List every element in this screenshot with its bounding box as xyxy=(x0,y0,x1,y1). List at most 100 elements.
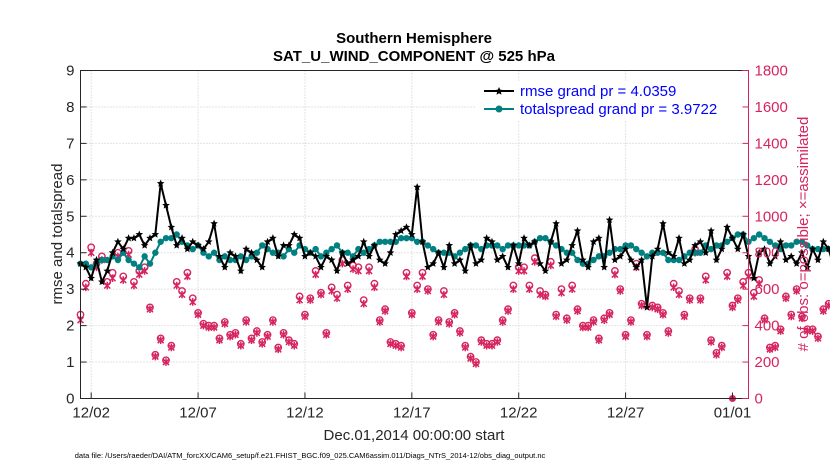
rmse-point xyxy=(226,248,234,256)
spread-point xyxy=(210,249,218,256)
legend-label-spread: totalspread grand pr = 3.9722 xyxy=(520,101,717,118)
obs-assimilated-point xyxy=(258,340,266,348)
obs-assimilated-point xyxy=(611,270,619,279)
rmse-point xyxy=(204,237,213,246)
obs-assimilated-point xyxy=(718,343,726,352)
rmse-point xyxy=(712,256,721,264)
y-tick-label: 2 xyxy=(66,318,74,335)
y-right-tick-label: 800 xyxy=(755,245,780,262)
rmse-point xyxy=(595,234,603,242)
obs-assimilated-point xyxy=(360,299,368,308)
x-tick-label: 12/27 xyxy=(607,405,645,422)
rmse-point xyxy=(653,245,662,253)
rmse-point xyxy=(237,266,245,275)
x-axis-label: Dec.01,2014 00:00:00 start xyxy=(324,427,506,444)
obs-assimilated-point xyxy=(622,332,630,341)
spread-point xyxy=(606,249,613,256)
rmse-point xyxy=(98,277,106,286)
rmse-point xyxy=(482,234,491,242)
obs-assimilated-point xyxy=(477,338,485,346)
rmse-point xyxy=(375,256,384,264)
obs-assimilated-point xyxy=(210,323,218,332)
obs-assimilated-point xyxy=(734,296,742,304)
obs-assimilated-point xyxy=(264,332,272,341)
obs-assimilated-point xyxy=(435,318,443,326)
rmse-point xyxy=(717,245,726,253)
rmse-point xyxy=(546,237,555,246)
rmse-point xyxy=(819,237,828,246)
obs-assimilated-point xyxy=(643,332,651,341)
rmse-point xyxy=(424,263,432,271)
spread-point xyxy=(280,253,287,260)
spread-point xyxy=(312,245,319,253)
rmse-point xyxy=(568,241,576,249)
rmse-point xyxy=(440,263,448,271)
obs-assimilated-point xyxy=(509,285,517,293)
spread-point xyxy=(590,256,597,264)
legend-marker-rmse xyxy=(495,87,503,95)
y-right-tick-label: 1200 xyxy=(755,172,788,189)
obs-assimilated-point xyxy=(686,296,694,304)
obs-assimilated-point xyxy=(654,305,662,314)
obs-assimilated-point xyxy=(157,336,165,344)
obs-assimilated-point xyxy=(290,341,298,350)
rmse-point xyxy=(381,259,389,267)
spread-point xyxy=(472,242,480,249)
rmse-point xyxy=(279,241,288,249)
rmse-point xyxy=(728,234,737,242)
x-tick-label: 12/07 xyxy=(179,405,217,422)
obs-assimilated-point xyxy=(167,343,175,352)
obs-assimilated-point xyxy=(173,281,181,290)
chart-subtitle: SAT_U_WIND_COMPONENT @ 525 hPa xyxy=(273,48,556,65)
rmse-point xyxy=(680,259,689,267)
obs-assimilated-point xyxy=(761,316,769,324)
obs-assimilated-point xyxy=(696,296,704,304)
spread-point xyxy=(269,249,277,256)
obs-assimilated-point xyxy=(579,323,587,332)
rmse-point xyxy=(311,252,320,260)
spread-point xyxy=(750,234,758,242)
obs-assimilated-point xyxy=(568,285,576,293)
x-tick-label: 12/17 xyxy=(393,405,431,422)
spread-point xyxy=(403,234,410,242)
data-file-footnote: data file: /Users/raeder/DAI/ATM_forcXX/… xyxy=(75,451,546,460)
obs-assimilated-point xyxy=(782,294,790,303)
obs-assimilated-point xyxy=(702,276,710,284)
rmse-point xyxy=(354,252,363,260)
spread-point xyxy=(397,234,405,242)
obs-assimilated-point xyxy=(541,292,549,301)
spread-point xyxy=(734,231,742,238)
spread-point xyxy=(141,253,148,260)
rmse-point xyxy=(771,252,780,260)
obs-assimilated-point xyxy=(600,316,608,324)
y-tick-label: 7 xyxy=(66,135,74,152)
spread-point xyxy=(627,242,635,249)
spread-point xyxy=(291,249,298,256)
obs-assimilated-point xyxy=(547,261,555,270)
rmse-point xyxy=(782,256,790,264)
spread-point xyxy=(333,242,341,249)
rmse-point xyxy=(755,248,763,256)
obs-assimilated-point xyxy=(285,338,293,346)
rmse-point xyxy=(760,245,769,253)
rmse-point xyxy=(589,237,598,246)
obs-assimilated-point xyxy=(440,290,448,299)
obs-assimilated-point xyxy=(536,290,544,299)
y-tick-label: 9 xyxy=(66,63,74,80)
obs-assimilated-point xyxy=(680,312,688,321)
spread-point xyxy=(387,238,394,245)
obs-assimilated-point xyxy=(135,270,143,279)
rmse-point xyxy=(285,241,293,249)
rmse-point xyxy=(327,256,336,264)
rmse-point xyxy=(253,256,261,264)
obs-assimilated-point xyxy=(488,341,496,350)
obs-assimilated-point xyxy=(370,283,378,292)
rmse-point xyxy=(659,219,667,227)
obs-assimilated-point xyxy=(563,316,571,324)
spread-point xyxy=(430,245,437,253)
obs-assimilated-point xyxy=(525,285,533,293)
obs-assimilated-point xyxy=(322,330,330,339)
rmse-point xyxy=(397,226,405,235)
spread-point xyxy=(499,245,506,253)
spread-point xyxy=(125,256,132,264)
